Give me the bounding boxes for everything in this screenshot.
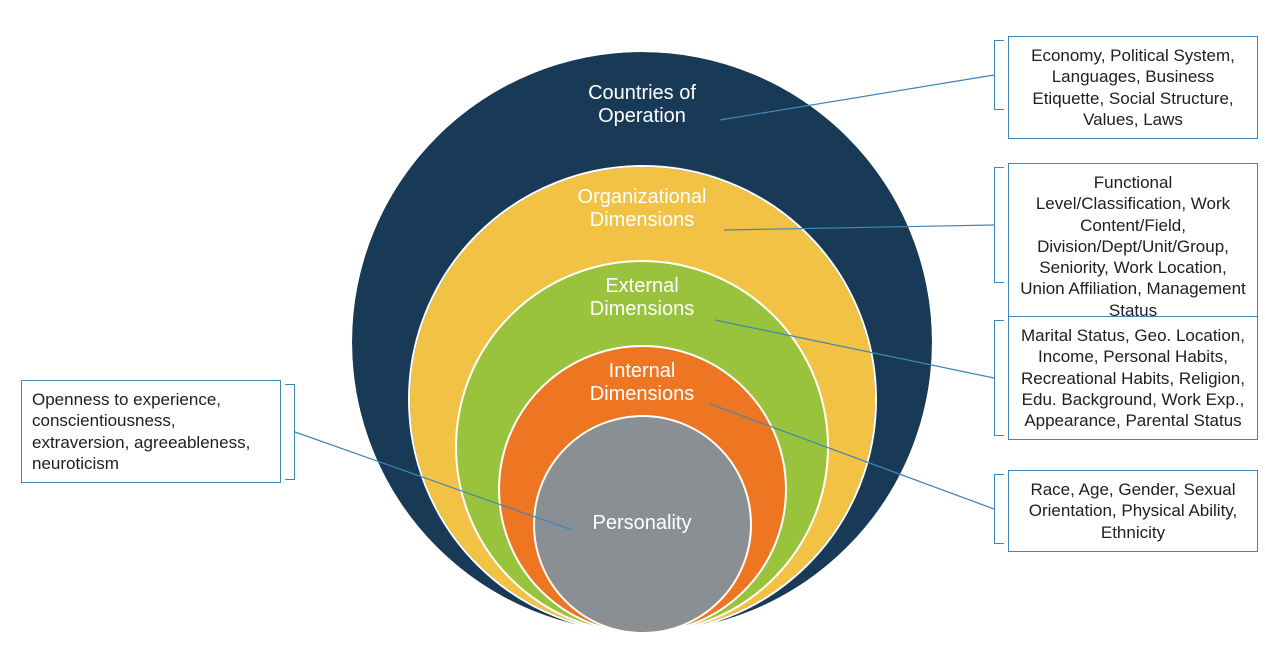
bracket-organizational	[994, 167, 1004, 283]
callout-personality: Openness to experience, conscientiousnes…	[21, 380, 281, 483]
callout-countries: Economy, Political System, Languages, Bu…	[1008, 36, 1258, 139]
label-external: External Dimensions	[542, 275, 742, 321]
bracket-internal	[994, 474, 1004, 544]
label-internal: Internal Dimensions	[542, 360, 742, 406]
callout-organizational: Functional Level/Classification, Work Co…	[1008, 163, 1258, 330]
label-organizational: Organizational Dimensions	[542, 186, 742, 232]
label-countries: Countries of Operation	[542, 82, 742, 128]
bracket-countries	[994, 40, 1004, 110]
callout-internal: Race, Age, Gender, Sexual Orientation, P…	[1008, 470, 1258, 552]
callout-external: Marital Status, Geo. Location, Income, P…	[1008, 316, 1258, 440]
bracket-external	[994, 320, 1004, 436]
label-personality: Personality	[542, 512, 742, 535]
bracket-personality	[285, 384, 295, 480]
